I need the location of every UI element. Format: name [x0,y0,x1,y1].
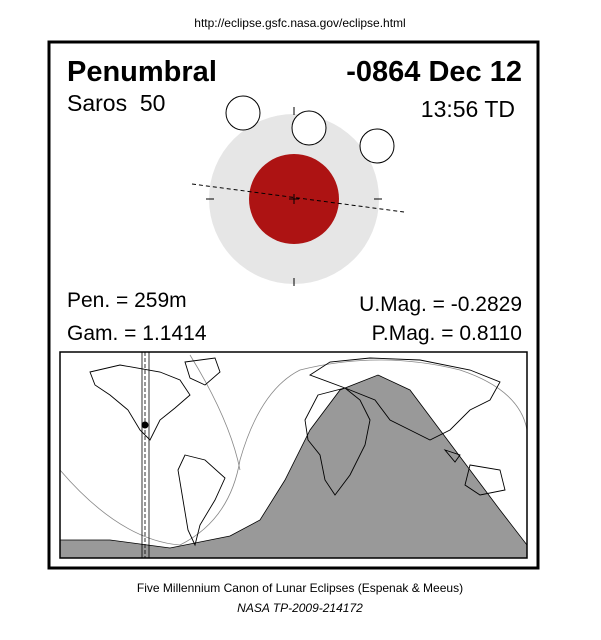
gamma: Gam. = 1.1414 [67,322,207,345]
greatest-eclipse-point [141,421,149,429]
frame [47,40,540,570]
eclipse-date: -0864 Dec 12 [346,56,522,88]
moon-path [191,183,405,213]
world-map [59,351,528,559]
url: http://eclipse.gsfc.nasa.gov/eclipse.htm… [194,16,405,30]
eclipse-type: Penumbral [67,56,217,88]
eclipse-diagram [191,95,405,286]
penumbral-magnitude: P.Mag. = 0.8110 [372,322,522,345]
moon [359,128,395,164]
moon [291,110,327,146]
time: 13:56 TD [421,96,515,122]
reference: NASA TP-2009-214172 [237,601,363,615]
coastlines [89,357,506,547]
penumbral-duration: Pen. = 259m [67,289,187,312]
visibility-shadow [60,375,527,558]
umbral-magnitude: U.Mag. = -0.2829 [359,293,522,316]
credit: Five Millennium Canon of Lunar Eclipses … [137,581,463,595]
saros: Saros 50 [67,90,165,116]
moon [225,95,261,131]
